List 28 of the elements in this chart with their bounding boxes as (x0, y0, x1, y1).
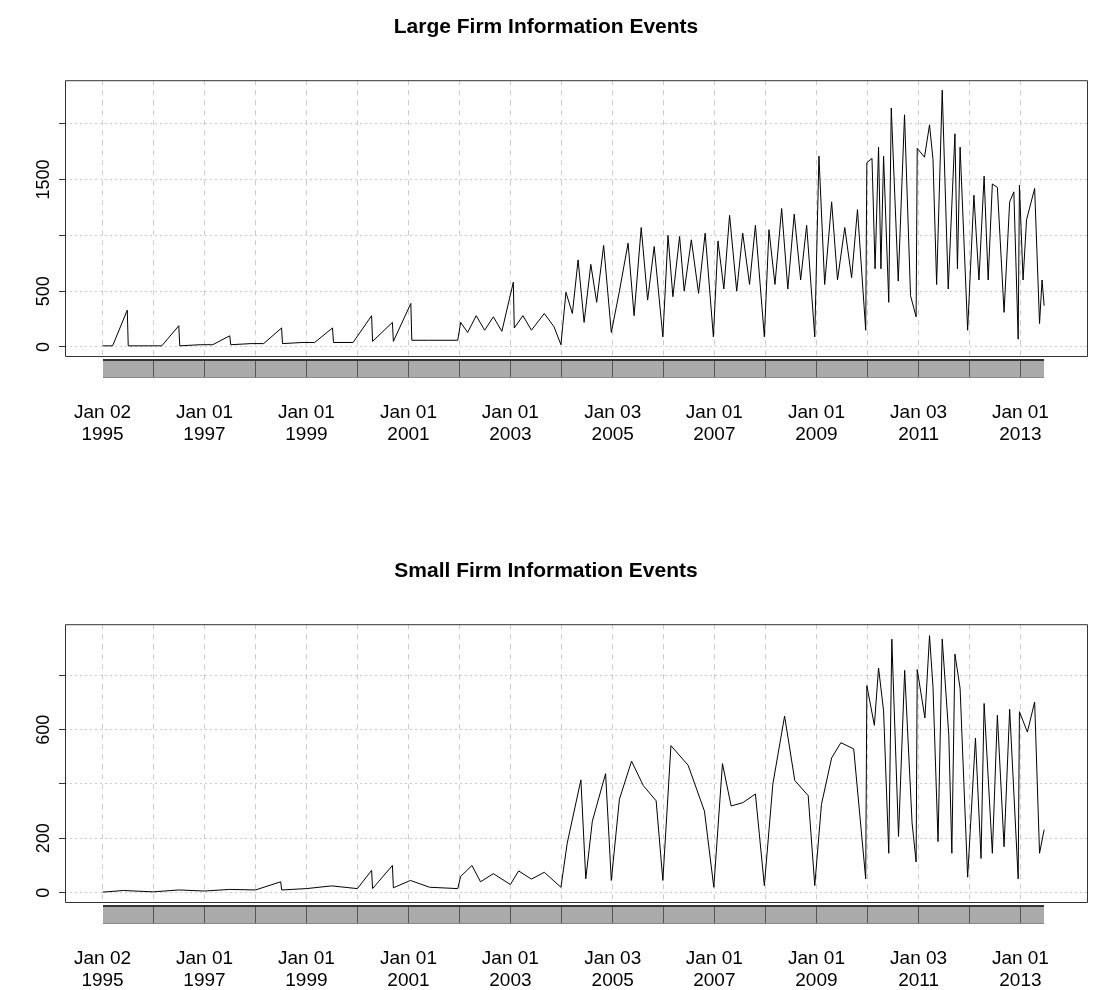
x-tick-label: Jan 01 2003 (481, 946, 539, 990)
y-tick-label: 200 (32, 823, 53, 854)
x-tick-label: Jan 02 1995 (74, 946, 132, 990)
x-tick-label: Jan 03 2005 (584, 946, 642, 990)
y-tick-label: 500 (32, 276, 53, 307)
y-tick-label: 600 (32, 714, 53, 745)
x-tick-label: Jan 01 2009 (787, 946, 845, 990)
x-tick-label: Jan 01 2007 (685, 400, 743, 445)
chart-title: Small Firm Information Events (394, 558, 698, 582)
x-tick-label: Jan 03 2005 (584, 400, 642, 445)
x-tick-label: Jan 03 2011 (890, 400, 948, 445)
y-tick-label: 0 (32, 887, 53, 898)
x-tick-label: Jan 01 1999 (277, 400, 335, 445)
y-tick-label: 0 (32, 341, 53, 352)
x-tick-label: Jan 02 1995 (74, 400, 132, 445)
y-tick-label: 1500 (32, 159, 53, 200)
x-tick-label: Jan 01 1997 (175, 946, 233, 990)
x-tick-label: Jan 01 2009 (787, 400, 845, 445)
x-tick-label: Jan 01 2001 (379, 946, 437, 990)
chart-title: Large Firm Information Events (393, 14, 699, 38)
x-tick-label: Jan 03 2011 (890, 946, 948, 990)
x-tick-label: Jan 01 2013 (991, 400, 1049, 445)
x-tick-label: Jan 01 1997 (175, 400, 233, 445)
x-tick-label: Jan 01 2001 (379, 400, 437, 445)
x-tick-label: Jan 01 2013 (991, 946, 1049, 990)
x-tick-label: Jan 01 2007 (685, 946, 743, 990)
x-tick-label: Jan 01 2003 (481, 400, 539, 445)
x-tick-label: Jan 01 1999 (277, 946, 335, 990)
